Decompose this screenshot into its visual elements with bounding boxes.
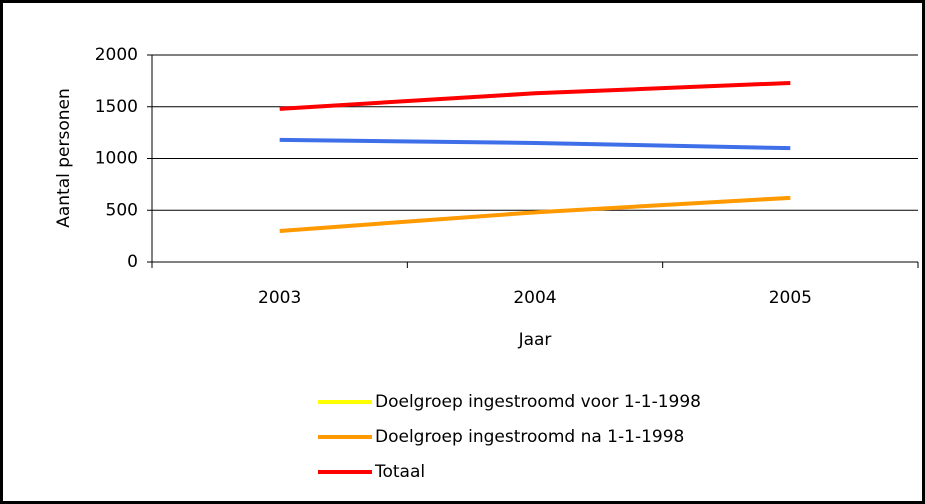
x-tick-label: 2005 (769, 288, 812, 308)
line-series (279, 80, 791, 111)
legend-label: Doelgroep ingestroomd na 1-1-1998 (375, 427, 684, 447)
line-series (279, 195, 791, 233)
y-tick-label: 500 (106, 200, 138, 220)
x-tick-label: 2003 (258, 288, 301, 308)
x-tick-label: 2004 (513, 288, 556, 308)
y-tick-label: 0 (127, 252, 138, 272)
y-axis-title: Aantal personen (54, 88, 74, 228)
line-series (279, 137, 791, 151)
y-tick-label: 2000 (95, 45, 138, 65)
y-tick-label: 1500 (95, 97, 138, 117)
y-tick-label: 1000 (95, 149, 138, 169)
legend-label: Totaal (374, 462, 425, 482)
legend-label: Doelgroep ingestroomd voor 1-1-1998 (375, 392, 701, 412)
x-axis-title: Jaar (518, 330, 552, 350)
